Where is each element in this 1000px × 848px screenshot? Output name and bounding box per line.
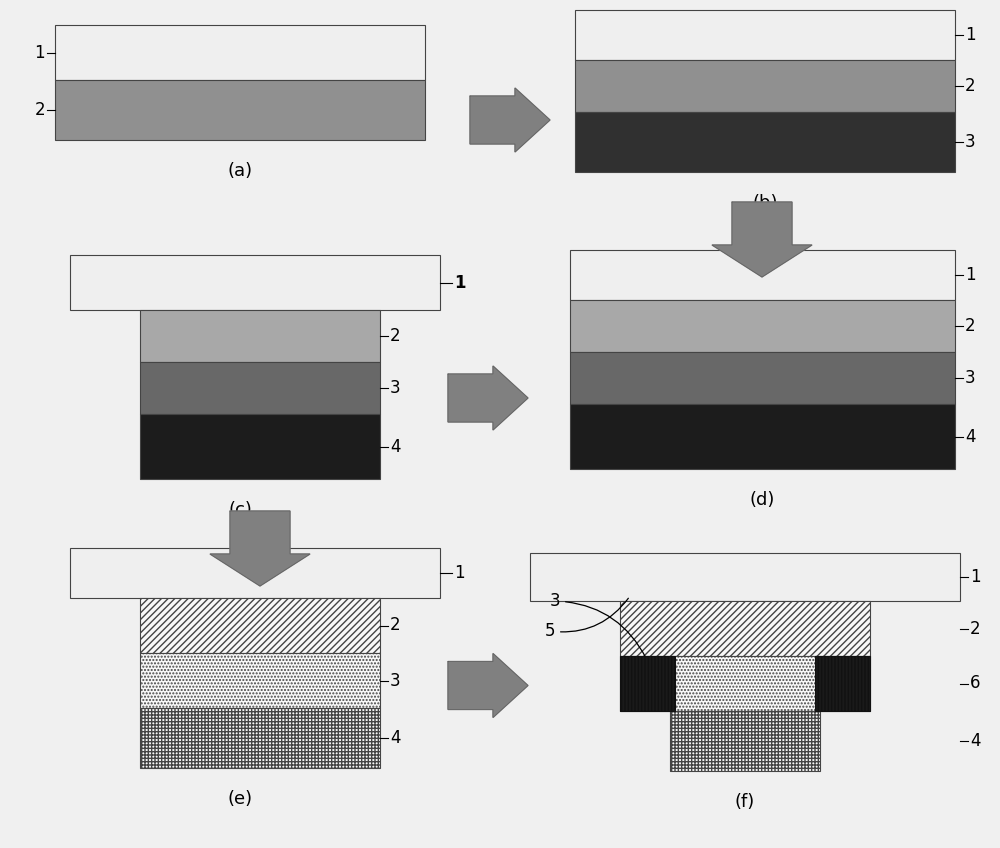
Bar [140, 362, 380, 414]
Bar [70, 255, 440, 310]
Polygon shape [210, 511, 310, 586]
Polygon shape [470, 88, 550, 152]
Text: (c): (c) [228, 501, 252, 519]
Text: 1: 1 [965, 266, 976, 284]
Text: 3: 3 [549, 592, 646, 659]
Text: (e): (e) [227, 790, 253, 808]
Text: (f): (f) [735, 793, 755, 811]
Text: 1: 1 [970, 568, 981, 586]
Bar [620, 601, 870, 656]
Text: 1: 1 [454, 564, 465, 582]
Bar [570, 250, 955, 300]
Bar [570, 300, 955, 352]
Text: 3: 3 [965, 369, 976, 387]
Bar [570, 404, 955, 469]
Polygon shape [712, 202, 812, 277]
Bar [140, 598, 380, 653]
Text: 4: 4 [390, 729, 400, 747]
Text: 3: 3 [390, 672, 401, 689]
Text: 1: 1 [965, 26, 976, 44]
Text: 1: 1 [454, 274, 466, 292]
Text: (a): (a) [227, 162, 253, 180]
Bar [55, 25, 425, 80]
Bar [530, 553, 960, 601]
Polygon shape [448, 654, 528, 717]
Bar [575, 112, 955, 172]
Bar [670, 711, 820, 771]
Text: 2: 2 [390, 327, 401, 345]
Text: 4: 4 [965, 427, 976, 445]
Text: 6: 6 [970, 674, 980, 693]
Bar [140, 708, 380, 768]
Text: 3: 3 [390, 379, 401, 397]
Text: 1: 1 [34, 43, 45, 62]
Text: 2: 2 [34, 101, 45, 119]
Text: 4: 4 [970, 732, 980, 750]
Text: 3: 3 [965, 133, 976, 151]
Bar [620, 656, 675, 711]
Polygon shape [448, 366, 528, 430]
Bar [140, 414, 380, 479]
Bar [55, 80, 425, 140]
Text: 4: 4 [390, 438, 400, 455]
Bar [570, 352, 955, 404]
Text: (d): (d) [750, 491, 775, 509]
Bar [575, 10, 955, 60]
Bar [140, 653, 380, 708]
Text: 5: 5 [544, 598, 628, 640]
Text: 2: 2 [965, 77, 976, 95]
Text: 2: 2 [970, 620, 981, 638]
Bar [620, 656, 870, 711]
Bar [140, 310, 380, 362]
Bar [575, 60, 955, 112]
Text: 2: 2 [390, 616, 401, 634]
Bar [815, 656, 870, 711]
Text: (b): (b) [752, 194, 778, 212]
Bar [70, 548, 440, 598]
Text: 2: 2 [965, 317, 976, 335]
